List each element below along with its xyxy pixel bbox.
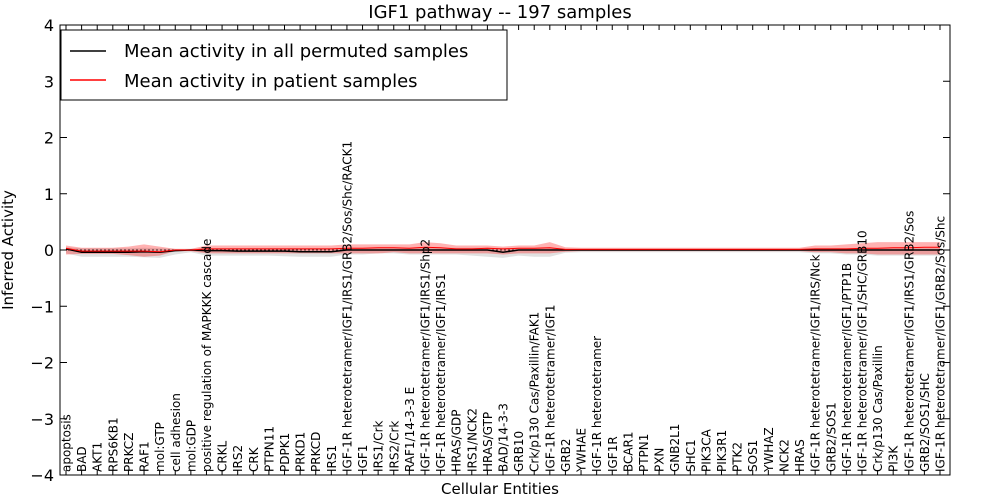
chart-title: IGF1 pathway -- 197 samples: [368, 2, 631, 23]
x-tick-label: IGF1R: [606, 436, 620, 472]
x-tick-label: HRAS/GTP: [481, 412, 495, 472]
x-tick-label: PTPN1: [637, 434, 651, 472]
y-tick-label: −4: [30, 466, 54, 485]
x-tick-label: PIK3CA: [699, 428, 713, 472]
x-tick-label: GRB2/SOS1/SHC: [918, 373, 932, 472]
y-tick-label: 0: [44, 241, 54, 260]
x-tick-label: PIK3R1: [715, 430, 729, 472]
x-tick-labels: apoptosis BAD AKT1 RPS6KB1 PRKCZ RAF1 mol:GTP c…: [60, 141, 948, 473]
x-tick-label: PI3K: [887, 445, 901, 472]
legend: Mean activity in all permuted samples Me…: [60, 29, 508, 101]
plot-frame: [59, 24, 951, 476]
x-tick-label: PRKCZ: [122, 433, 136, 472]
legend-label-permuted: Mean activity in all permuted samples: [124, 41, 468, 62]
series-line-patient: [65, 246, 940, 253]
x-tick-label: PRKCD: [309, 432, 323, 472]
x-tick-label: mol:GTP: [153, 422, 167, 472]
x-tick-label: IGF1: [356, 445, 370, 472]
x-tick-label: BAD: [75, 446, 89, 472]
x-tick-label: PDPK1: [278, 433, 292, 472]
x-tick-label: CRK: [247, 446, 261, 472]
y-tick-label: 1: [44, 185, 54, 204]
x-axis-label: Cellular Entities: [441, 480, 559, 498]
legend-box: [60, 29, 508, 101]
y-tick-label: 3: [44, 72, 54, 91]
x-tick-label: NCK2: [777, 439, 791, 472]
y-tick-label: 2: [44, 129, 54, 148]
x-tick-label: YWHAZ: [762, 427, 776, 473]
x-tick-label: IRS1/NCK2: [465, 408, 479, 472]
y-tick-label: −3: [30, 410, 54, 429]
series-lines: [65, 246, 940, 254]
x-tick-label: mol:GDP: [184, 420, 198, 472]
x-tick-label: Crk/p130 Cas/Paxillin/FAK1: [528, 312, 542, 472]
x-tick-label: IRS1: [325, 445, 339, 472]
x-tick-label: RPS6KB1: [106, 417, 120, 472]
x-tick-label: RAF1: [138, 441, 152, 472]
x-tick-label: IGF-1R heterotetramer/IGF1/PTP1B: [840, 263, 854, 472]
x-tick-label: PTPN11: [262, 426, 276, 472]
x-tick-label: SHC1: [684, 439, 698, 472]
y-axis-ticks: −4 −3 −2 −1 0 1 2 3 4: [30, 16, 950, 485]
x-tick-label: IGF-1R heterotetramer: [590, 336, 604, 472]
x-tick-label: IGF-1R heterotetramer/IGF1/GRB2/Sos/Shc: [934, 216, 948, 472]
x-tick-label: IGF-1R heterotetramer/IGF1/IRS1/Shp2: [419, 239, 433, 472]
legend-label-patient: Mean activity in patient samples: [124, 71, 418, 92]
x-tick-label: positive regulation of MAPKKK cascade: [200, 239, 214, 472]
x-tick-label: IRS2: [231, 445, 245, 472]
x-tick-label: GRB10: [512, 431, 526, 472]
x-tick-label: AKT1: [91, 442, 105, 472]
x-tick-label: GRB2: [559, 438, 573, 472]
x-tick-label: IRS1/Crk: [372, 420, 386, 471]
x-tick-label: IGF-1R heterotetramer/IGF1: [543, 305, 557, 472]
patient-band: [66, 242, 940, 257]
x-tick-label: PRKD1: [294, 432, 308, 472]
y-tick-label: −1: [30, 297, 54, 316]
x-tick-label: SOS1: [746, 440, 760, 472]
x-tick-label: BCAR1: [621, 431, 635, 472]
y-tick-label: 4: [44, 16, 54, 35]
x-tick-label: GRB2/SOS1: [824, 402, 838, 472]
x-tick-label: IGF-1R heterotetramer/IGF1/IRS1/GRB2/Sos…: [340, 141, 354, 472]
x-tick-label: IGF-1R heterotetramer/IGF1/IRS1/GRB2/Sos: [902, 211, 916, 472]
x-tick-label: CRKL: [216, 440, 230, 472]
x-tick-label: IGF-1R heterotetramer/IGF1/SHC/GRB10: [856, 230, 870, 472]
x-tick-label: cell adhesion: [169, 393, 183, 472]
series-line-permuted: [65, 248, 940, 254]
x-tick-label: GNB2L1: [668, 424, 682, 472]
x-tick-label: RAF1/14-3-3 E: [403, 387, 417, 472]
x-tick-label: PTK2: [731, 442, 745, 472]
x-tick-label: Crk/p130 Cas/Paxillin: [871, 345, 885, 472]
x-tick-label: HRAS/GDP: [450, 409, 464, 472]
x-tick-label: IGF-1R heterotetramer/IGF1/IRS1: [434, 273, 448, 472]
x-tick-label: IGF-1R heterotetramer/IGF1/IRS/Nck: [809, 254, 823, 472]
x-tick-label: apoptosis: [60, 414, 74, 472]
y-axis-label: Inferred Activity: [0, 190, 17, 310]
x-tick-label: PXN: [653, 448, 667, 472]
y-tick-label: −2: [30, 354, 54, 373]
x-tick-label: YWHAE: [575, 428, 589, 473]
x-tick-label: BAD/14-3-3: [497, 403, 511, 472]
x-tick-label: IRS2/Crk: [387, 421, 401, 472]
x-tick-label: HRAS: [793, 439, 807, 472]
x-axis-ticks: [65, 25, 941, 475]
